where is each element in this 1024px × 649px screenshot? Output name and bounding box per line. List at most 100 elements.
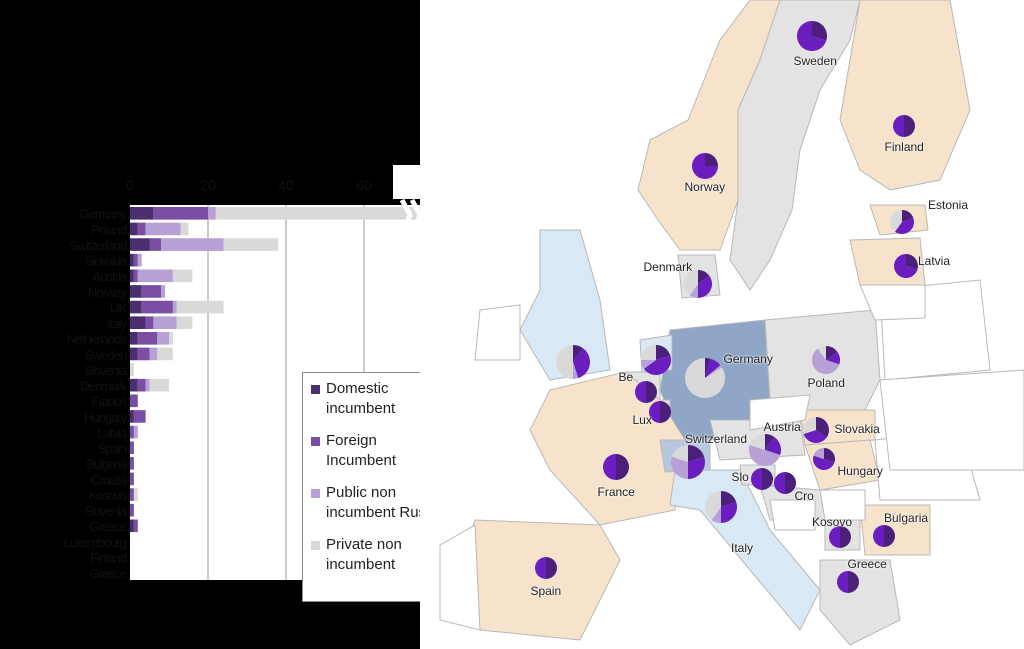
category-label: Latvia [97, 425, 127, 440]
map-label-germany: Germany [723, 352, 773, 366]
bar-segment [130, 269, 134, 283]
pie-slice [816, 417, 829, 438]
map-label-latvia: Latvia [918, 254, 951, 268]
category-label: Luxembourg [64, 535, 127, 550]
x-tick-label: 60 [356, 177, 372, 193]
bar-segment [133, 425, 138, 439]
bar-segment [130, 488, 134, 501]
pie-slice [556, 345, 573, 379]
country-lithuania [859, 284, 926, 321]
pie-slice [840, 526, 851, 548]
pie-slice [685, 358, 725, 399]
pie-slice [884, 525, 895, 547]
category-label: Netherlands [67, 332, 128, 347]
bar-segment [145, 316, 154, 329]
legend-label: Foreign Incumbent [326, 432, 397, 469]
bar-segment [172, 269, 193, 283]
pie-slice [904, 115, 915, 137]
category-label: Hungary [84, 410, 128, 425]
pie-slice [692, 153, 718, 179]
bar-segment [149, 347, 158, 361]
category-label: Austria [93, 269, 128, 284]
legend-label: Public non incumbent Rus [326, 484, 427, 521]
pie-slice [812, 21, 827, 41]
pie-slice [829, 526, 840, 548]
pie-slice [573, 345, 583, 362]
pie-slice [688, 445, 705, 462]
bar-segment [130, 472, 134, 486]
legend-swatch [311, 437, 320, 446]
map-label-denmark: Denmark [643, 260, 693, 274]
pie-slice [660, 401, 671, 423]
chart-panel: 0 20 40 60 Germany Poland Switzerland Slovakia A… [0, 0, 463, 649]
bar-segment [215, 207, 420, 220]
axis-break-mark [409, 198, 420, 226]
bar-segment [223, 238, 279, 251]
map-label-be: Be [618, 370, 634, 384]
pie-slice [824, 448, 835, 463]
bar-segment [130, 503, 134, 517]
map-label-bulgaria: Bulgaria [884, 511, 929, 525]
bar-segment [130, 394, 138, 408]
pie-slice [826, 346, 838, 360]
bar-segment [130, 253, 134, 267]
pie-slice [873, 525, 884, 547]
pie-slice [698, 270, 710, 284]
legend-item-public: Public non incumbent Rus [311, 483, 433, 523]
pie-slice [705, 491, 721, 520]
pie-slice [546, 557, 557, 579]
country-bosnia [769, 499, 816, 531]
pie-slice [671, 456, 688, 479]
pie-slice [705, 358, 710, 378]
bar-segment [137, 332, 158, 345]
legend-item-domestic: Domestic incumbent [311, 379, 433, 419]
category-label: Croatia [91, 472, 128, 487]
bar-segment [130, 425, 134, 439]
bar-segment [208, 207, 216, 220]
bar-segment [130, 332, 138, 345]
bar-segment [133, 519, 138, 533]
category-label: Poland [92, 222, 127, 237]
category-label: UK [110, 300, 127, 315]
country-finland [839, 0, 971, 191]
country-ukraine [879, 369, 1024, 471]
category-label: Slovakia [85, 254, 128, 269]
map-label-france: France [597, 485, 635, 499]
bar-segment [130, 222, 138, 236]
bar-segment [157, 347, 173, 361]
pie-slice [643, 355, 671, 376]
pie-slice [751, 468, 762, 490]
bar-segment [149, 378, 169, 392]
pie-slice [573, 348, 590, 379]
map-label-poland: Poland [807, 376, 845, 390]
category-label: Greece [89, 566, 126, 581]
bar-segment [169, 332, 173, 345]
bar-segment [130, 457, 134, 470]
category-label: Germany [80, 207, 128, 222]
bar-segment [137, 347, 150, 361]
pie-slice [817, 346, 826, 360]
pie-slice [749, 445, 781, 467]
legend-swatch [311, 541, 320, 550]
map-label-lux: Lux [632, 413, 652, 427]
pie-slice [684, 270, 698, 296]
pie-slice [797, 21, 827, 51]
map-label-hungary: Hungary [837, 464, 883, 478]
pie-slice [762, 468, 773, 490]
pie-slice [813, 448, 824, 459]
pie-slice [813, 455, 835, 470]
map-label-estonia: Estonia [928, 198, 969, 212]
pie-slice [765, 437, 781, 455]
bar-segment [130, 441, 134, 454]
bar-segment [130, 363, 134, 376]
x-tick-label: 0 [126, 177, 134, 193]
country-serbia [819, 489, 866, 521]
bar-segment [176, 300, 224, 314]
map-label-sweden: Sweden [793, 54, 837, 68]
pie-slice [890, 210, 902, 232]
pie-slice [705, 153, 718, 166]
bar-segment [130, 300, 142, 314]
x-tick-label: 40 [278, 177, 294, 193]
legend-item-foreign: Foreign Incumbent [311, 431, 433, 471]
legend-swatch [311, 489, 320, 498]
